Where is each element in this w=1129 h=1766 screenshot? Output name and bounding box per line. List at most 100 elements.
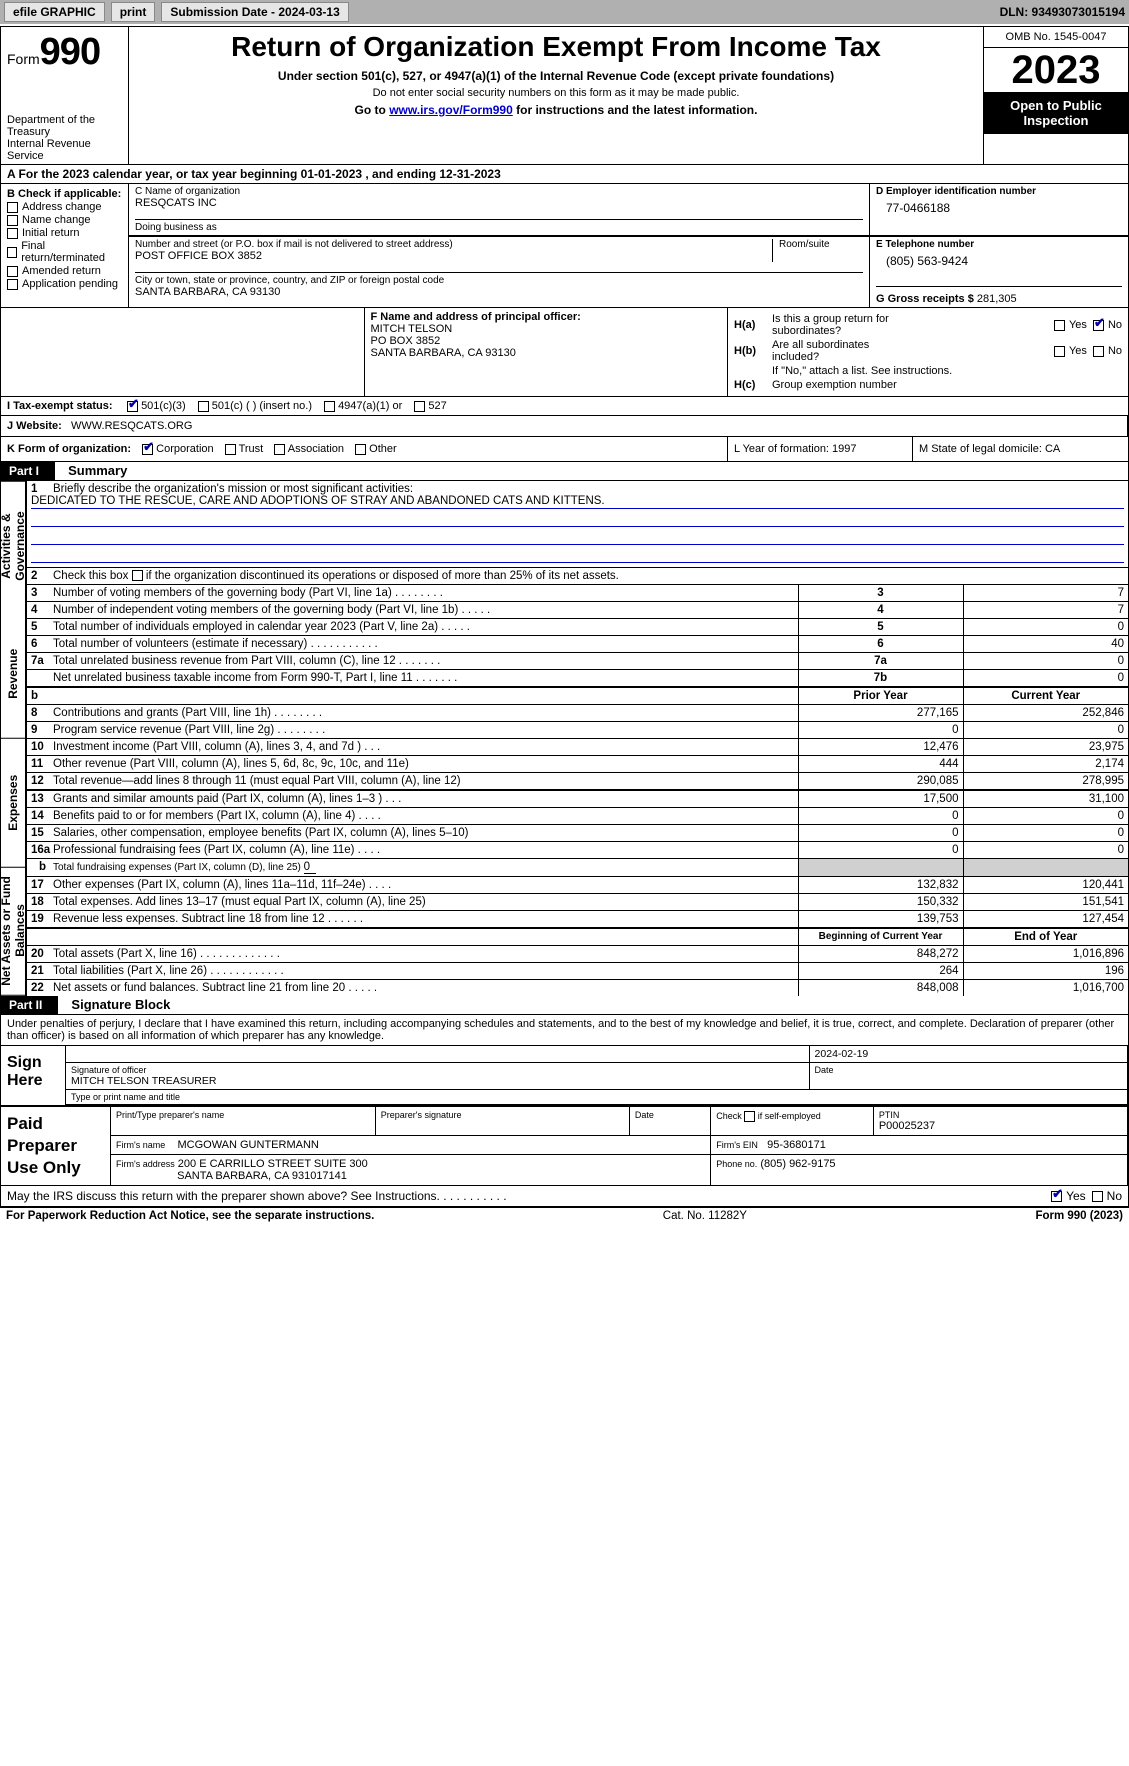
checkbox-association[interactable]	[274, 444, 285, 455]
table-row: 4Number of independent voting members of…	[27, 602, 1128, 619]
table-row: 7aTotal unrelated business revenue from …	[27, 653, 1128, 670]
form-number: 990	[40, 31, 100, 73]
print-button[interactable]: print	[111, 2, 156, 22]
checkbox-amended-return[interactable]	[7, 266, 18, 277]
table-row: 20Total assets (Part X, line 16) . . . .…	[27, 946, 1128, 963]
table-row: bTotal fundraising expenses (Part IX, co…	[27, 859, 1128, 877]
form-header: Form990 Department of the Treasury Inter…	[1, 27, 1128, 165]
checkbox-discuss-yes[interactable]	[1051, 1191, 1062, 1202]
table-row: 16aProfessional fundraising fees (Part I…	[27, 842, 1128, 859]
checkbox-discontinued[interactable]	[132, 570, 143, 581]
table-row: 5Total number of individuals employed in…	[27, 619, 1128, 636]
table-row: 8Contributions and grants (Part VIII, li…	[27, 705, 1128, 722]
section-fh: F Name and address of principal officer:…	[1, 308, 1128, 397]
checkbox-ha-no[interactable]	[1093, 320, 1104, 331]
table-row: 9Program service revenue (Part VIII, lin…	[27, 722, 1128, 739]
firm-addr1: 200 E CARRILLO STREET SUITE 300	[178, 1158, 368, 1170]
side-label-expenses: Expenses	[1, 739, 25, 868]
topbar: efile GRAPHIC print Submission Date - 20…	[0, 0, 1129, 24]
ptin-value: P00025237	[879, 1120, 1122, 1132]
table-row: 11Other revenue (Part VIII, column (A), …	[27, 756, 1128, 773]
website-value: WWW.RESQCATS.ORG	[71, 420, 192, 432]
paid-preparer-block: Paid Preparer Use Only Print/Type prepar…	[1, 1107, 1128, 1186]
checkbox-501c3[interactable]	[127, 401, 138, 412]
firm-ein: 95-3680171	[767, 1139, 826, 1151]
side-label-netassets: Net Assets or Fund Balances	[1, 867, 25, 996]
row-a-tax-year: A For the 2023 calendar year, or tax yea…	[1, 165, 1128, 184]
form-title: Return of Organization Exempt From Incom…	[137, 31, 975, 63]
table-row: 14Benefits paid to or for members (Part …	[27, 808, 1128, 825]
mission-text: DEDICATED TO THE RESCUE, CARE AND ADOPTI…	[31, 495, 1124, 509]
ein-value: 77-0466188	[876, 197, 1122, 219]
section-klm: K Form of organization: Corporation Trus…	[1, 437, 1128, 462]
section-c-name: C Name of organization RESQCATS INC Doin…	[129, 184, 870, 235]
year-formation: L Year of formation: 1997	[728, 437, 913, 461]
table-row: bPrior YearCurrent Year	[27, 687, 1128, 705]
table-row: 19Revenue less expenses. Subtract line 1…	[27, 911, 1128, 929]
table-row: 6Total number of volunteers (estimate if…	[27, 636, 1128, 653]
cat-no: Cat. No. 11282Y	[663, 1210, 747, 1222]
page-footer: For Paperwork Reduction Act Notice, see …	[0, 1208, 1129, 1224]
part-i-header: Part I Summary	[1, 462, 1128, 481]
org-street: POST OFFICE BOX 3852	[135, 250, 766, 262]
checkbox-corporation[interactable]	[142, 444, 153, 455]
checkbox-final-return[interactable]	[7, 247, 17, 258]
checkbox-address-change[interactable]	[7, 202, 18, 213]
table-row: 15Salaries, other compensation, employee…	[27, 825, 1128, 842]
checkbox-discuss-no[interactable]	[1092, 1191, 1103, 1202]
checkbox-hb-no[interactable]	[1093, 346, 1104, 357]
instructions-link[interactable]: www.irs.gov/Form990	[389, 103, 513, 117]
table-row: 18Total expenses. Add lines 13–17 (must …	[27, 894, 1128, 911]
officer-addr1: PO BOX 3852	[371, 335, 722, 347]
table-row: 3Number of voting members of the governi…	[27, 585, 1128, 602]
dept-treasury: Department of the Treasury	[7, 114, 122, 138]
checkbox-4947[interactable]	[324, 401, 335, 412]
efile-graphic-button[interactable]: efile GRAPHIC	[4, 2, 105, 22]
table-row: 10Investment income (Part VIII, column (…	[27, 739, 1128, 756]
checkbox-name-change[interactable]	[7, 215, 18, 226]
gross-receipts: 281,305	[977, 293, 1017, 305]
side-label-governance: Activities & Governance	[1, 481, 25, 610]
section-bcdeg: B Check if applicable: Address change Na…	[1, 184, 1128, 308]
checkbox-application-pending[interactable]	[7, 279, 18, 290]
officer-signature-name: MITCH TELSON TREASURER	[71, 1075, 804, 1087]
form-subtitle-2: Do not enter social security numbers on …	[137, 87, 975, 99]
officer-addr2: SANTA BARBARA, CA 93130	[371, 347, 722, 359]
dept-irs: Internal Revenue Service	[7, 138, 122, 162]
open-inspection-badge: Open to Public Inspection	[984, 92, 1128, 134]
part-ii-header: Part II Signature Block	[1, 996, 1128, 1015]
tax-year: 2023	[984, 48, 1128, 92]
discuss-row: May the IRS discuss this return with the…	[1, 1186, 1128, 1207]
dln-label: DLN: 93493073015194	[1000, 5, 1125, 19]
firm-phone: (805) 962-9175	[760, 1158, 835, 1170]
section-f-officer: F Name and address of principal officer:…	[365, 308, 729, 396]
sign-here-block: Sign Here 2024-02-19 Signature of office…	[1, 1046, 1128, 1107]
checkbox-trust[interactable]	[225, 444, 236, 455]
checkbox-self-employed[interactable]	[744, 1111, 755, 1122]
table-row: 13Grants and similar amounts paid (Part …	[27, 790, 1128, 808]
form-subtitle-1: Under section 501(c), 527, or 4947(a)(1)…	[137, 69, 975, 83]
side-label-revenue: Revenue	[1, 610, 25, 739]
checkbox-hb-yes[interactable]	[1054, 346, 1065, 357]
checkbox-527[interactable]	[414, 401, 425, 412]
perjury-statement: Under penalties of perjury, I declare th…	[1, 1015, 1128, 1046]
checkbox-other[interactable]	[355, 444, 366, 455]
checkbox-501c[interactable]	[198, 401, 209, 412]
org-city: SANTA BARBARA, CA 93130	[135, 286, 863, 298]
officer-name: MITCH TELSON	[371, 323, 722, 335]
submission-date: Submission Date - 2024-03-13	[161, 2, 348, 22]
checkbox-initial-return[interactable]	[7, 228, 18, 239]
table-row: 17Other expenses (Part IX, column (A), l…	[27, 877, 1128, 894]
checkbox-ha-yes[interactable]	[1054, 320, 1065, 331]
state-domicile: M State of legal domicile: CA	[913, 437, 1128, 461]
section-d-ein: D Employer identification number 77-0466…	[870, 184, 1128, 235]
section-b-label: B Check if applicable:	[7, 188, 122, 200]
section-h: H(a) Is this a group return forsubordina…	[728, 308, 1128, 396]
form-990-container: Form990 Department of the Treasury Inter…	[0, 26, 1129, 1208]
part-i-body: Activities & Governance Revenue Expenses…	[1, 481, 1128, 996]
omb-number: OMB No. 1545-0047	[984, 27, 1128, 48]
phone-value: (805) 563-9424	[876, 250, 1122, 272]
table-row: Net unrelated business taxable income fr…	[27, 670, 1128, 688]
table-row: 21Total liabilities (Part X, line 26) . …	[27, 963, 1128, 980]
form-page: Form 990 (2023)	[1035, 1210, 1123, 1222]
